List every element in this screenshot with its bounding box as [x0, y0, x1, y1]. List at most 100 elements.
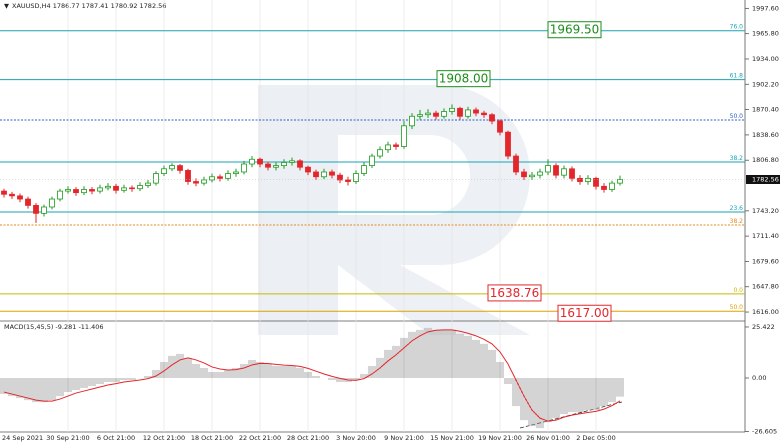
- candle-body: [337, 174, 343, 181]
- candle-body: [569, 168, 575, 179]
- x-tick-label: 3 Nov 20:00: [336, 434, 376, 442]
- y-tick-label: 1838.60: [752, 131, 779, 139]
- x-tick-label: 15 Nov 21:00: [430, 434, 474, 442]
- candle-body: [121, 187, 127, 191]
- candle-body: [425, 112, 431, 116]
- candle-body: [473, 109, 479, 114]
- fib-level-label: 76.0: [730, 24, 744, 31]
- last-price-box: [746, 174, 780, 184]
- macd-title: MACD(15,45,5) -9.281 -11.406: [4, 323, 104, 331]
- candle-body: [457, 107, 463, 117]
- candle-body: [553, 165, 559, 176]
- candle-body: [537, 171, 543, 176]
- candle-body: [297, 160, 303, 168]
- price-annotation-box: [557, 304, 612, 322]
- fib-level-label: 38.2: [730, 155, 744, 162]
- candle-body: [561, 168, 567, 176]
- candle-body: [33, 205, 39, 214]
- candle-body: [513, 155, 519, 173]
- candle-body: [441, 111, 447, 117]
- candle-body: [265, 163, 271, 168]
- candles: [1, 104, 623, 223]
- candle-body: [305, 166, 311, 173]
- candle-body: [49, 198, 55, 208]
- candle-body: [601, 185, 607, 190]
- candle-body: [81, 189, 87, 194]
- candle-body: [585, 177, 591, 182]
- candle-body: [1, 190, 7, 195]
- candle-body: [193, 181, 199, 184]
- y-tick-label: 1902.20: [752, 80, 779, 88]
- candle-body: [505, 131, 511, 157]
- candle-body: [393, 144, 399, 147]
- candle-body: [497, 120, 503, 133]
- candle-body: [161, 168, 167, 174]
- trendline: [519, 401, 623, 429]
- x-tick-label: 22 Oct 21:00: [239, 434, 281, 442]
- candle-body: [465, 109, 471, 117]
- candle-body: [449, 107, 455, 112]
- candle-body: [169, 165, 175, 170]
- candle-body: [57, 190, 63, 200]
- candle-body: [417, 114, 423, 117]
- y-tick-label: 1711.40: [752, 232, 779, 240]
- fib-level-label: 50.0: [730, 304, 744, 311]
- x-tick-label: 18 Oct 21:00: [191, 434, 233, 442]
- macd-y-tick-label: -26.605: [752, 427, 777, 435]
- candle-body: [609, 182, 615, 190]
- candle-body: [89, 189, 95, 192]
- price-annotation: 1617.00: [560, 306, 610, 320]
- price-annotation: 1638.76: [490, 286, 540, 300]
- candle-body: [345, 179, 351, 182]
- price-annotation: 1969.50: [550, 23, 600, 37]
- candle-body: [577, 177, 583, 182]
- candle-body: [97, 187, 103, 192]
- candle-body: [313, 171, 319, 178]
- candle-body: [401, 125, 407, 147]
- candle-body: [361, 165, 367, 174]
- candle-body: [529, 174, 535, 178]
- price-annotation-box: [436, 70, 491, 88]
- y-tick-label: 1997.60: [752, 4, 779, 12]
- header-arrow: ▼: [4, 2, 9, 10]
- fib-level-label: 23.6: [730, 205, 744, 212]
- candle-body: [145, 182, 151, 186]
- candle-body: [273, 165, 279, 168]
- x-tick-label: 2 Dec 05:00: [576, 434, 616, 442]
- candle-body: [153, 173, 159, 184]
- price-annotation-box: [487, 284, 542, 302]
- candle-body: [73, 189, 79, 194]
- candle-body: [353, 173, 359, 182]
- candle-body: [65, 189, 71, 192]
- macd-signal-line: [3, 329, 621, 422]
- candle-body: [209, 176, 215, 181]
- fib-level-label: 38.2: [730, 218, 744, 225]
- x-tick-label: 26 Nov 01:00: [526, 434, 570, 442]
- candle-body: [201, 179, 207, 184]
- candle-body: [249, 158, 255, 165]
- candle-body: [321, 171, 327, 178]
- price-annotation: 1908.00: [439, 72, 489, 86]
- candle-body: [409, 115, 415, 127]
- candle-body: [377, 149, 383, 157]
- candle-body: [225, 173, 231, 179]
- watermark: [258, 85, 530, 335]
- x-tick-label: 30 Sep 21:00: [46, 434, 89, 442]
- fib-level-label: 61.8: [730, 73, 744, 80]
- candle-body: [369, 155, 375, 167]
- candle-body: [481, 112, 487, 116]
- candle-body: [25, 198, 31, 206]
- candle-body: [105, 185, 111, 189]
- y-tick-label: 1679.60: [752, 257, 779, 265]
- candle-body: [433, 112, 439, 117]
- candle-body: [385, 144, 391, 151]
- last-price-label: 1782.56: [752, 175, 779, 183]
- candle-body: [241, 163, 247, 173]
- candle-body: [113, 185, 119, 191]
- candle-body: [489, 114, 495, 122]
- y-tick-label: 1743.20: [752, 207, 779, 215]
- candle-body: [257, 158, 263, 165]
- candle-body: [289, 160, 295, 163]
